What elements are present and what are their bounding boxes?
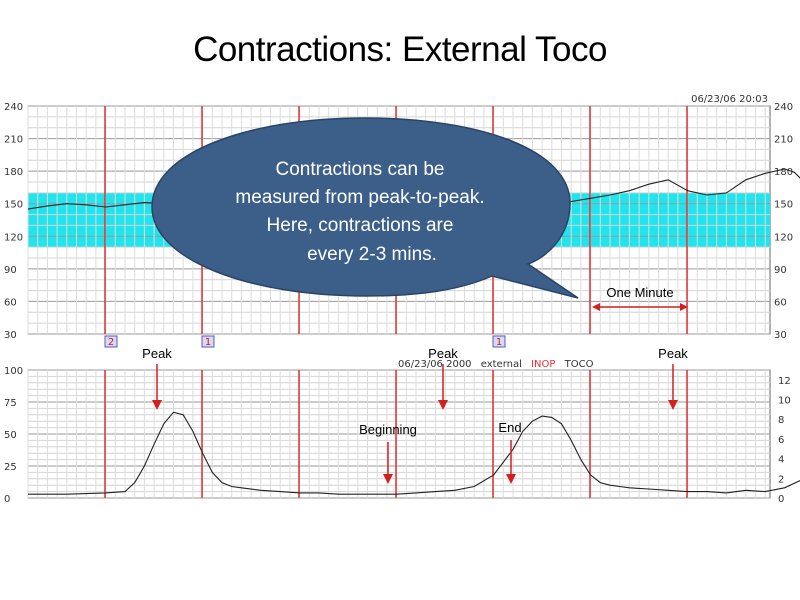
one-minute-arrow (592, 303, 688, 311)
toco-tick-right: 8 (778, 415, 784, 426)
strip-mode: external (481, 359, 522, 370)
toco-trace (28, 411, 800, 495)
callout-line-2: measured from peak-to-peak. (235, 187, 484, 208)
peak-label-3: Peak (658, 346, 688, 361)
marker-2: 1 (201, 335, 215, 348)
callout-bubble: Contractions can be measured from peak-t… (151, 117, 579, 299)
fhr-tick-left: 240 (4, 102, 23, 113)
beginning-label: Beginning (359, 422, 417, 437)
strip-label: 06/23/06 2000 external INOP TOCO (398, 359, 594, 370)
fhr-tick-right: 150 (774, 200, 793, 211)
fhr-tick-left: 120 (4, 232, 23, 243)
fhr-tick-right: 180 (774, 167, 793, 178)
end-label: End (498, 420, 521, 435)
beginning-arrow (383, 442, 393, 484)
strip-date: 06/23/06 2000 (398, 359, 472, 370)
peak-label-1: Peak (142, 346, 172, 361)
toco-tick-left: 50 (4, 430, 17, 441)
slide-title: Contractions: External Toco (193, 30, 607, 69)
toco-tick-left: 0 (4, 494, 10, 505)
marker-3-label: 1 (496, 337, 502, 348)
marker-2-label: 1 (205, 337, 211, 348)
fhr-tick-left: 150 (4, 200, 23, 211)
toco-axis: 0 25 50 75 100 0 2 4 6 8 10 12 (4, 366, 791, 505)
end-arrow (506, 440, 516, 484)
toco-tick-left: 75 (4, 398, 17, 409)
fhr-tick-right: 30 (774, 330, 787, 341)
marker-1: 2 (104, 335, 118, 348)
fhr-tick-right: 90 (774, 265, 787, 276)
fhr-tick-left: 60 (4, 297, 17, 308)
fhr-tick-left: 210 (4, 135, 23, 146)
callout-line-3: Here, contractions are (267, 215, 454, 236)
toco-tick-right: 10 (778, 396, 791, 407)
fhr-tick-right: 60 (774, 297, 787, 308)
one-minute-label: One Minute (606, 285, 673, 300)
toco-tick-left: 25 (4, 462, 17, 473)
fhr-tick-left: 180 (4, 167, 23, 178)
marker-1-label: 2 (108, 337, 114, 348)
peak-arrow-2 (438, 364, 448, 410)
fhr-tick-left: 90 (4, 265, 17, 276)
callout-line-1: Contractions can be (276, 159, 445, 180)
callout-line-4: every 2-3 mins. (307, 244, 437, 265)
fhr-tick-left: 30 (4, 330, 17, 341)
peak-arrow-1 (152, 364, 162, 410)
fhr-tick-right: 210 (774, 135, 793, 146)
fhr-tick-right: 240 (774, 102, 793, 113)
toco-series-line-1 (28, 411, 800, 495)
strip-channel: TOCO (564, 359, 594, 370)
peak-arrow-3 (668, 364, 678, 410)
fhr-tick-right: 120 (774, 232, 793, 243)
toco-tick-right: 2 (778, 474, 784, 485)
toco-tick-right: 12 (778, 376, 791, 387)
strip-inop: INOP (531, 359, 555, 370)
toco-tick-left: 100 (4, 366, 23, 377)
fhr-axis: 30 30 60 60 90 90 120 120 150 150 180 180 210 210 240 2… (4, 102, 793, 341)
peak-label-2: Peak (428, 346, 458, 361)
callout-shape (151, 117, 579, 299)
header-timestamp: 06/23/06 20:03 (691, 94, 768, 105)
toco-tick-right: 4 (778, 455, 784, 466)
toco-tick-right: 6 (778, 435, 784, 446)
marker-3: 1 (492, 335, 506, 348)
toco-tick-right: 0 (778, 494, 784, 505)
